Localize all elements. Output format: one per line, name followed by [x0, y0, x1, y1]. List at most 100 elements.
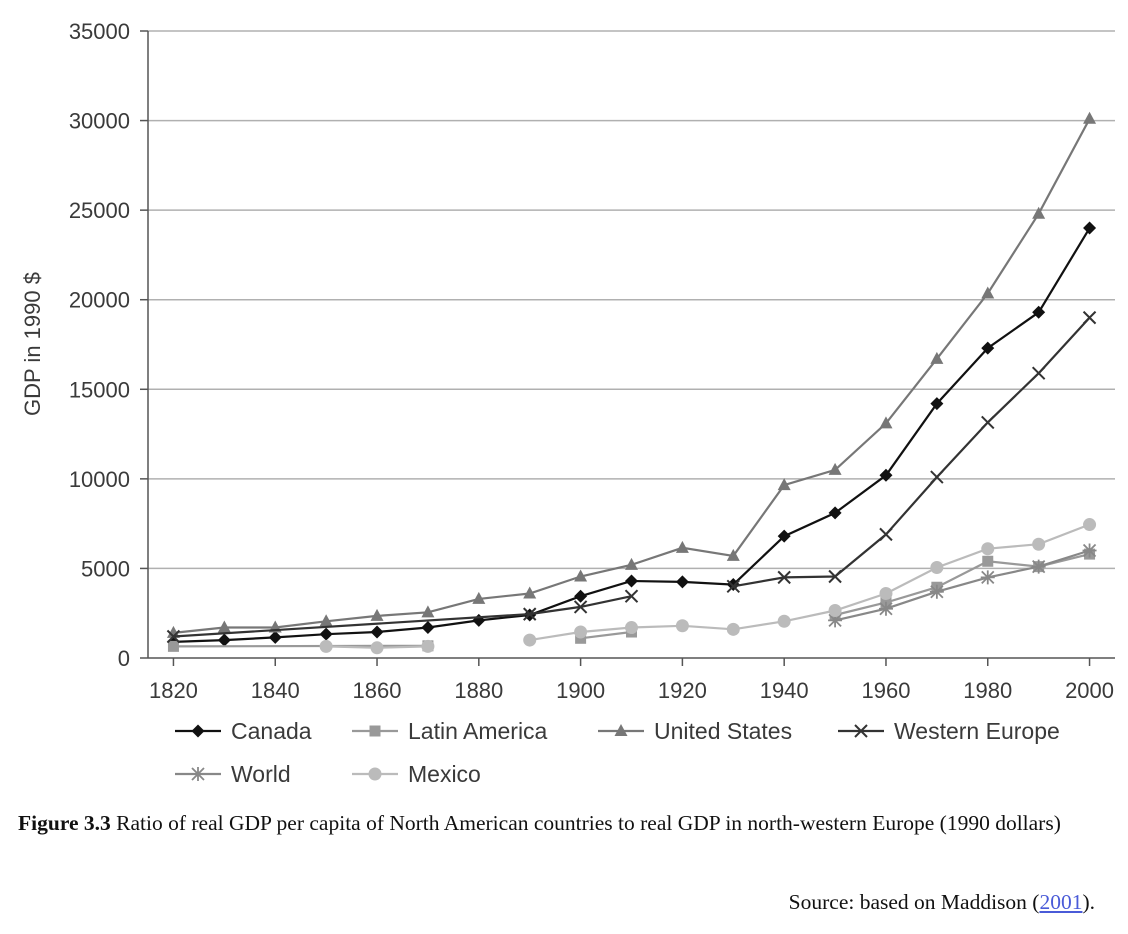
- data-point: [319, 614, 333, 627]
- data-point: [1082, 543, 1097, 558]
- y-tick-label: 10000: [69, 467, 130, 492]
- y-tick-label: 15000: [69, 377, 130, 402]
- data-point: [828, 604, 842, 618]
- source-link[interactable]: 2001: [1039, 890, 1083, 914]
- data-point: [523, 607, 537, 621]
- source-prefix: Source: based on Maddison (: [788, 890, 1040, 914]
- data-point: [980, 570, 995, 585]
- data-point: [1083, 518, 1097, 532]
- data-point: [1082, 310, 1097, 325]
- legend-item-mexico: Mexico: [352, 761, 481, 787]
- data-point: [981, 286, 995, 299]
- legend-marker: [368, 767, 382, 781]
- y-tick-label: 0: [118, 646, 130, 671]
- data-point: [625, 557, 638, 570]
- legend-marker: [854, 724, 868, 738]
- data-point: [217, 633, 231, 647]
- data-point: [523, 586, 537, 599]
- x-tick-label: 2000: [1065, 678, 1114, 703]
- data-point: [523, 633, 537, 647]
- data-point: [879, 468, 893, 482]
- data-point: [981, 341, 995, 355]
- series-line-western-europe: [173, 316, 1091, 638]
- legend-item-western-europe: Western Europe: [838, 718, 1060, 744]
- series-line-mexico: [326, 523, 1090, 649]
- data-point: [930, 351, 944, 364]
- data-point: [472, 591, 486, 604]
- data-point: [879, 416, 893, 429]
- data-point: [675, 575, 689, 589]
- data-point: [930, 470, 944, 484]
- data-point: [167, 640, 179, 652]
- legend-marker: [614, 724, 628, 736]
- data-point: [421, 621, 435, 635]
- x-tick-label: 1960: [861, 678, 910, 703]
- data-point: [370, 625, 384, 639]
- legend-label: World: [231, 761, 291, 787]
- data-point: [982, 555, 994, 567]
- x-tick-label: 1840: [251, 678, 300, 703]
- data-point: [574, 625, 588, 639]
- x-tick-label: 1940: [760, 678, 809, 703]
- series-world: [828, 543, 1097, 628]
- legend-item-world: World: [175, 761, 291, 787]
- data-point: [1032, 206, 1046, 219]
- legend-label: Canada: [231, 718, 312, 744]
- x-tick-label: 1860: [353, 678, 402, 703]
- data-point: [777, 478, 791, 491]
- axes: [140, 30, 1115, 666]
- y-tick-label: 25000: [69, 198, 130, 223]
- data-point: [981, 415, 995, 430]
- y-tick-label: 5000: [81, 556, 130, 581]
- data-point: [726, 578, 740, 592]
- data-point: [1031, 559, 1046, 574]
- series-canada: [166, 221, 1097, 649]
- y-tick-label: 20000: [69, 288, 130, 313]
- caption-text: Ratio of real GDP per capita of North Am…: [110, 811, 1061, 835]
- legend-marker: [369, 725, 381, 737]
- x-tick-label: 1880: [454, 678, 503, 703]
- series-western-europe: [166, 310, 1097, 644]
- data-point: [930, 561, 944, 575]
- y-tick-label: 35000: [69, 19, 130, 44]
- data-point: [1031, 366, 1046, 380]
- data-point: [625, 621, 638, 635]
- data-point: [421, 639, 435, 653]
- x-tick-label: 1820: [149, 678, 198, 703]
- series-united-states: [166, 111, 1097, 638]
- y-axis-label: GDP in 1990 $: [20, 272, 45, 416]
- data-point: [777, 529, 791, 543]
- data-point: [625, 574, 638, 588]
- data-point: [217, 620, 231, 633]
- data-point: [1032, 537, 1046, 551]
- data-point: [370, 608, 384, 621]
- data-point: [166, 625, 180, 638]
- data-point: [879, 587, 893, 601]
- data-point: [879, 527, 893, 542]
- data-point: [166, 629, 181, 644]
- data-point: [981, 542, 995, 556]
- data-series: [166, 111, 1097, 655]
- data-point: [777, 570, 791, 585]
- data-point: [675, 540, 689, 553]
- data-point: [319, 639, 333, 653]
- grid-lines: [148, 30, 1115, 570]
- y-tick-labels: 0 5000 10000 15000 20000 25000 30000 35000: [69, 19, 130, 671]
- x-tick-labels: 1820 1840 1860 1880 1900 1920 1940 1960 1980 2000: [149, 678, 1114, 703]
- legend-item-united-states: United States: [598, 718, 792, 744]
- legend-marker: [191, 724, 205, 738]
- y-tick-label: 30000: [69, 109, 130, 134]
- data-point: [574, 589, 588, 603]
- data-point: [726, 579, 740, 594]
- data-point: [1083, 111, 1097, 124]
- data-point: [268, 630, 282, 644]
- figure-label: Figure 3.3: [18, 811, 111, 835]
- legend-label: United States: [654, 718, 792, 744]
- data-point: [573, 600, 588, 614]
- data-point: [929, 584, 944, 599]
- data-point: [777, 614, 791, 628]
- x-tick-label: 1980: [963, 678, 1012, 703]
- data-point: [574, 569, 588, 582]
- data-point: [1032, 305, 1046, 319]
- legend-item-canada: Canada: [175, 718, 312, 744]
